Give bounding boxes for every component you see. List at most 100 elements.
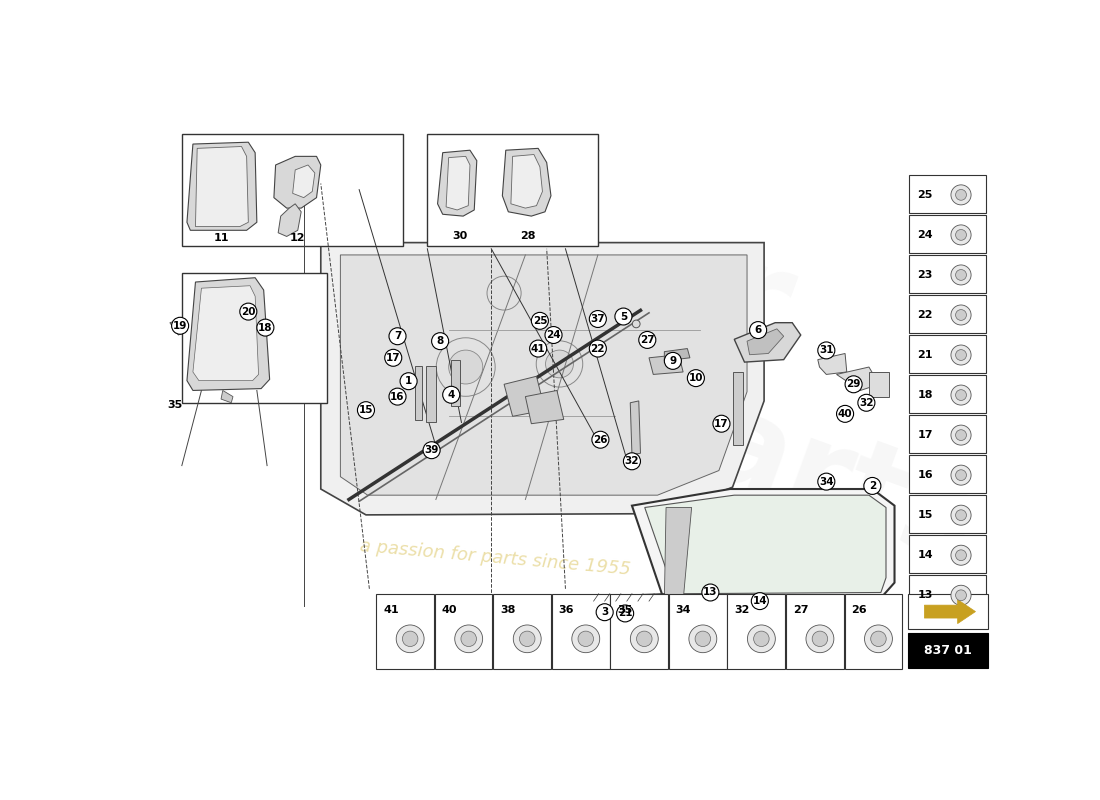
Circle shape — [950, 505, 971, 525]
Text: 29: 29 — [846, 379, 861, 390]
Circle shape — [590, 340, 606, 357]
Polygon shape — [631, 489, 894, 601]
Polygon shape — [526, 390, 563, 424]
Polygon shape — [293, 165, 315, 198]
Text: 24: 24 — [917, 230, 933, 240]
Circle shape — [240, 303, 256, 320]
Polygon shape — [169, 314, 206, 335]
Text: 22: 22 — [591, 343, 605, 354]
Bar — [909, 594, 988, 630]
Circle shape — [837, 406, 854, 422]
Text: 30: 30 — [452, 231, 468, 242]
Text: 16: 16 — [390, 392, 405, 402]
Bar — [909, 255, 986, 293]
Circle shape — [389, 328, 406, 345]
Text: 8: 8 — [437, 336, 443, 346]
Text: 22: 22 — [917, 310, 933, 320]
Circle shape — [845, 376, 862, 393]
Text: 12: 12 — [290, 233, 306, 242]
Circle shape — [385, 350, 402, 366]
Text: 3: 3 — [601, 607, 608, 618]
Text: u: u — [584, 250, 764, 459]
Text: 34: 34 — [820, 477, 834, 486]
Text: 31: 31 — [820, 346, 834, 355]
Circle shape — [590, 310, 606, 327]
Circle shape — [950, 425, 971, 445]
Circle shape — [956, 190, 967, 200]
Text: 36: 36 — [559, 605, 574, 615]
Circle shape — [615, 308, 631, 325]
Text: 35: 35 — [167, 400, 183, 410]
Circle shape — [749, 322, 767, 338]
Circle shape — [747, 625, 776, 653]
Text: 32: 32 — [735, 605, 749, 615]
Circle shape — [358, 402, 374, 418]
Text: 11: 11 — [213, 233, 229, 242]
Polygon shape — [747, 329, 783, 354]
Circle shape — [403, 631, 418, 646]
Text: 34: 34 — [675, 605, 691, 615]
Circle shape — [950, 265, 971, 285]
Bar — [182, 134, 404, 246]
Text: 6: 6 — [755, 325, 761, 335]
Text: 17: 17 — [917, 430, 933, 440]
Text: 41: 41 — [383, 605, 398, 615]
Polygon shape — [221, 390, 233, 402]
Polygon shape — [664, 349, 690, 361]
Circle shape — [449, 350, 483, 384]
Circle shape — [257, 319, 274, 336]
Bar — [909, 575, 986, 614]
Circle shape — [664, 353, 681, 370]
Bar — [426, 366, 436, 422]
Circle shape — [695, 631, 711, 646]
Bar — [610, 594, 668, 669]
Text: 18: 18 — [258, 322, 273, 333]
Text: 32: 32 — [859, 398, 873, 408]
Text: 4: 4 — [448, 390, 455, 400]
Circle shape — [950, 345, 971, 365]
Text: 10: 10 — [689, 373, 703, 383]
Circle shape — [871, 631, 887, 646]
Circle shape — [400, 373, 417, 390]
Text: 7: 7 — [394, 331, 402, 342]
Polygon shape — [447, 156, 470, 210]
Text: 26: 26 — [851, 605, 867, 615]
Text: 27: 27 — [640, 335, 654, 345]
Circle shape — [596, 604, 613, 621]
Text: 28: 28 — [520, 231, 536, 242]
Bar — [182, 274, 327, 402]
Circle shape — [817, 342, 835, 359]
Text: 39: 39 — [425, 445, 439, 455]
Circle shape — [442, 386, 460, 403]
Circle shape — [702, 584, 719, 601]
Polygon shape — [196, 146, 249, 226]
Circle shape — [956, 470, 967, 481]
Text: 21: 21 — [618, 609, 632, 618]
Bar — [427, 134, 598, 246]
Text: 40: 40 — [838, 409, 853, 419]
Polygon shape — [340, 255, 747, 495]
Circle shape — [950, 225, 971, 245]
Bar — [669, 594, 727, 669]
Text: 17: 17 — [714, 418, 729, 429]
Polygon shape — [187, 142, 257, 230]
Text: 16: 16 — [917, 470, 933, 480]
Text: 14: 14 — [752, 596, 767, 606]
Circle shape — [956, 390, 967, 401]
Circle shape — [950, 546, 971, 566]
Polygon shape — [438, 150, 476, 216]
Text: 41: 41 — [531, 343, 546, 354]
Polygon shape — [504, 376, 544, 416]
Text: 15: 15 — [359, 405, 373, 415]
Text: 25: 25 — [917, 190, 933, 200]
Polygon shape — [817, 354, 847, 374]
Circle shape — [956, 350, 967, 361]
Polygon shape — [869, 372, 890, 397]
Circle shape — [956, 270, 967, 280]
Polygon shape — [645, 495, 886, 594]
Text: r: r — [696, 230, 806, 381]
Bar — [434, 594, 493, 669]
Circle shape — [751, 593, 768, 610]
Circle shape — [637, 631, 652, 646]
Circle shape — [617, 605, 634, 622]
